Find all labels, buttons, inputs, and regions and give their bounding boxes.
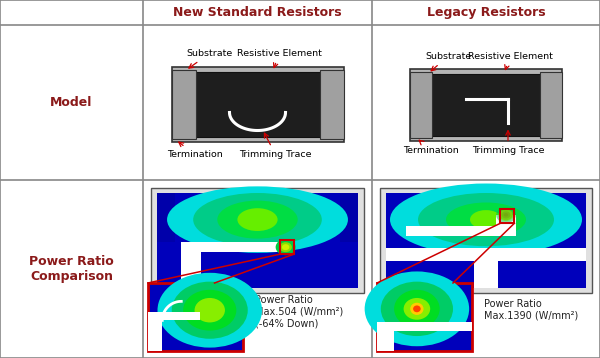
Ellipse shape — [499, 209, 512, 220]
Ellipse shape — [418, 193, 554, 246]
Ellipse shape — [193, 193, 322, 246]
Text: Power Ratio
Comparison: Power Ratio Comparison — [29, 255, 114, 283]
Ellipse shape — [217, 200, 298, 238]
Text: Trimming Trace: Trimming Trace — [239, 133, 312, 159]
Ellipse shape — [413, 305, 421, 312]
Bar — [380, 188, 592, 293]
Text: Trimming Trace: Trimming Trace — [472, 131, 544, 155]
Bar — [280, 242, 292, 253]
Ellipse shape — [280, 242, 292, 252]
Bar — [410, 72, 432, 137]
Bar — [377, 322, 472, 330]
Ellipse shape — [183, 290, 236, 330]
Bar — [157, 193, 358, 288]
Bar — [193, 72, 322, 137]
Text: Resistive Element: Resistive Element — [237, 49, 322, 68]
Text: New Standard Resistors: New Standard Resistors — [173, 6, 342, 19]
Bar — [474, 261, 498, 288]
Text: Resistive Element: Resistive Element — [467, 52, 553, 69]
Text: Termination: Termination — [403, 140, 459, 155]
Ellipse shape — [502, 211, 511, 218]
Bar — [410, 68, 562, 140]
Bar — [386, 248, 586, 261]
Bar — [181, 242, 286, 252]
Text: Substrate: Substrate — [425, 52, 471, 71]
Ellipse shape — [390, 184, 582, 256]
Text: Power Ratio
Max.504 (W/mm²)
(-64% Down): Power Ratio Max.504 (W/mm²) (-64% Down) — [255, 295, 343, 328]
Ellipse shape — [381, 282, 453, 336]
Ellipse shape — [446, 203, 526, 237]
Bar — [340, 193, 358, 242]
Ellipse shape — [504, 213, 508, 217]
Bar — [377, 283, 472, 351]
Bar — [151, 188, 364, 293]
Ellipse shape — [499, 209, 514, 221]
Ellipse shape — [394, 290, 440, 328]
Bar — [320, 70, 343, 139]
Bar — [172, 67, 343, 142]
Bar — [148, 283, 243, 351]
Ellipse shape — [496, 207, 516, 223]
Bar — [148, 312, 162, 351]
Ellipse shape — [172, 282, 248, 339]
Bar — [496, 215, 516, 236]
Bar — [430, 73, 542, 135]
Text: Power Ratio
Max.1390 (W/mm²): Power Ratio Max.1390 (W/mm²) — [484, 299, 578, 321]
Ellipse shape — [157, 273, 262, 348]
Ellipse shape — [194, 298, 225, 323]
Ellipse shape — [275, 239, 296, 255]
Bar — [148, 312, 200, 320]
Bar — [500, 209, 514, 223]
Ellipse shape — [404, 298, 430, 320]
Ellipse shape — [470, 210, 502, 229]
Bar — [280, 240, 294, 254]
Bar — [157, 193, 175, 242]
Text: Legacy Resistors: Legacy Resistors — [427, 6, 545, 19]
Ellipse shape — [238, 208, 278, 231]
Ellipse shape — [365, 271, 469, 346]
Ellipse shape — [167, 187, 348, 253]
Text: Termination: Termination — [167, 142, 223, 159]
Text: Substrate: Substrate — [187, 49, 233, 68]
Text: Model: Model — [50, 96, 92, 109]
Bar — [386, 193, 586, 288]
Bar — [406, 226, 516, 236]
Bar — [172, 70, 196, 139]
Ellipse shape — [410, 303, 424, 315]
Bar — [540, 72, 562, 137]
Bar — [377, 330, 394, 351]
Bar — [181, 242, 201, 288]
Ellipse shape — [282, 244, 289, 250]
